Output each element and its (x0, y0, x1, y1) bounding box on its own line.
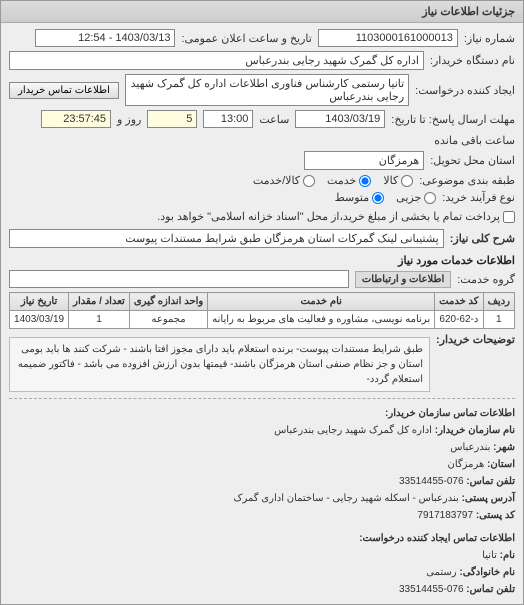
req-fname-value: تانیا (482, 550, 497, 561)
cell-qty: 1 (69, 311, 130, 329)
org-name-value: اداره کل گمرک شهید رجایی بندرعباس (274, 425, 432, 436)
org-name-label: نام سازمان خریدار: (435, 425, 515, 436)
org-address-label: آدرس پستی: (462, 493, 515, 504)
cell-unit: مجموعه (129, 311, 207, 329)
check-treasury-label: پرداخت تمام یا بخشی از مبلغ خرید،از محل … (157, 210, 500, 223)
radio-service-input[interactable] (359, 175, 371, 187)
radio-medium-label: متوسط (335, 191, 370, 204)
buyer-org-field: اداره کل گمرک شهید رجایی بندرعباس (9, 51, 424, 70)
table-header-row: ردیف کد خدمت نام خدمت واحد اندازه گیری ت… (10, 293, 515, 311)
req-lname-value: رستمی (426, 567, 456, 578)
org-contact-block: اطلاعات تماس سازمان خریدار: نام سازمان خ… (9, 405, 515, 524)
service-group-value: اطلاعات و ارتباطات (355, 271, 451, 288)
radio-small[interactable]: جزیی (396, 191, 436, 204)
process-radio-group: جزیی متوسط (335, 191, 437, 204)
radio-small-input[interactable] (424, 192, 436, 204)
remaining-label: ساعت باقی مانده (434, 134, 515, 147)
radio-both-input[interactable] (303, 175, 315, 187)
org-city-label: شهر: (493, 442, 515, 453)
notes-label: توضیحات خریدار: (436, 333, 515, 346)
province-field: هرمزگان (304, 151, 424, 170)
time-remaining-field: 23:57:45 (41, 110, 111, 128)
service-group-field (9, 270, 349, 288)
panel-body: شماره نیاز: 1103000161000013 تاریخ و ساع… (1, 23, 523, 604)
check-treasury[interactable]: پرداخت تمام یا بخشی از مبلغ خرید،از محل … (157, 210, 515, 223)
check-treasury-input[interactable] (503, 211, 515, 223)
days-label: روز و (117, 113, 141, 126)
col-row: ردیف (483, 293, 514, 311)
table-row: 1 د-62-620 برنامه نویسی، مشاوره و فعالیت… (10, 311, 515, 329)
creator-field: تانیا رستمی کارشناس فناوری اطلاعات اداره… (125, 74, 409, 106)
org-zip-label: کد پستی: (476, 510, 515, 521)
province-label: استان محل تحویل: (430, 154, 515, 167)
org-address-value: بندرعباس - اسکله شهید رجایی - ساختمان اد… (234, 493, 459, 504)
col-qty: تعداد / مقدار (69, 293, 130, 311)
radio-goods[interactable]: کالا (383, 174, 413, 187)
req-contact-title: اطلاعات تماس ایجاد کننده درخواست: (9, 530, 515, 547)
req-contact-block: اطلاعات تماس ایجاد کننده درخواست: نام: ت… (9, 530, 515, 598)
org-zip-value: 7917183797 (417, 510, 473, 521)
category-label: طبقه بندی موضوعی: (419, 174, 515, 187)
number-label: شماره نیاز: (464, 32, 515, 45)
hour-label: ساعت (259, 113, 289, 126)
services-table: ردیف کد خدمت نام خدمت واحد اندازه گیری ت… (9, 292, 515, 329)
org-phone-label: تلفن تماس: (466, 476, 515, 487)
col-name: نام خدمت (208, 293, 435, 311)
org-phone-value: 076-33514455 (399, 476, 464, 487)
service-group-label: گروه خدمت: (457, 273, 515, 286)
desc-field: پشتیبانی لینک گمرکات استان هرمزگان طبق ش… (9, 229, 444, 248)
radio-both[interactable]: کالا/خدمت (253, 174, 315, 187)
col-date: تاریخ نیاز (10, 293, 69, 311)
req-phone-value: 076-33514455 (399, 584, 464, 595)
col-code: کد خدمت (435, 293, 483, 311)
datetime-label: تاریخ و ساعت اعلان عمومی: (181, 32, 311, 45)
category-radio-group: کالا خدمت کالا/خدمت (253, 174, 413, 187)
details-panel: جزئیات اطلاعات نیاز شماره نیاز: 11030001… (0, 0, 524, 605)
notes-box: طبق شرایط مستندات پیوست- برنده استعلام ب… (9, 337, 430, 392)
col-unit: واحد اندازه گیری (129, 293, 207, 311)
org-province-value: هرمزگان (447, 459, 484, 470)
cell-date: 1403/03/19 (10, 311, 69, 329)
org-province-label: استان: (487, 459, 515, 470)
panel-title: جزئیات اطلاعات نیاز (1, 1, 523, 23)
radio-goods-label: کالا (383, 174, 398, 187)
req-phone-label: تلفن تماس: (466, 584, 515, 595)
desc-label: شرح کلی نیاز: (450, 232, 515, 245)
deadline-hour-field: 13:00 (203, 110, 253, 128)
radio-medium-input[interactable] (372, 192, 384, 204)
buyer-contact-button[interactable]: اطلاعات تماس خریدار (9, 82, 119, 99)
radio-goods-input[interactable] (401, 175, 413, 187)
radio-small-label: جزیی (396, 191, 421, 204)
org-city-value: بندرعباس (450, 442, 490, 453)
cell-row: 1 (483, 311, 514, 329)
datetime-field: 1403/03/13 - 12:54 (35, 29, 175, 47)
radio-medium[interactable]: متوسط (335, 191, 385, 204)
cell-name: برنامه نویسی، مشاوره و فعالیت های مربوط … (208, 311, 435, 329)
req-lname-label: نام خانوادگی: (459, 567, 515, 578)
req-fname-label: نام: (500, 550, 515, 561)
creator-label: ایجاد کننده درخواست: (415, 84, 515, 97)
radio-service-label: خدمت (327, 174, 356, 187)
buyer-org-label: نام دستگاه خریدار: (430, 54, 515, 67)
org-contact-title: اطلاعات تماس سازمان خریدار: (9, 405, 515, 422)
days-remaining-field: 5 (147, 110, 197, 128)
divider (9, 398, 515, 399)
process-label: نوع فرآیند خرید: (442, 191, 515, 204)
radio-both-label: کالا/خدمت (253, 174, 300, 187)
number-field: 1103000161000013 (318, 29, 458, 47)
services-title: اطلاعات خدمات مورد نیاز (9, 254, 515, 267)
deadline-date-field: 1403/03/19 (295, 110, 385, 128)
radio-service[interactable]: خدمت (327, 174, 371, 187)
cell-code: د-62-620 (435, 311, 483, 329)
deadline-label: مهلت ارسال پاسخ: تا تاریخ: (391, 113, 515, 126)
